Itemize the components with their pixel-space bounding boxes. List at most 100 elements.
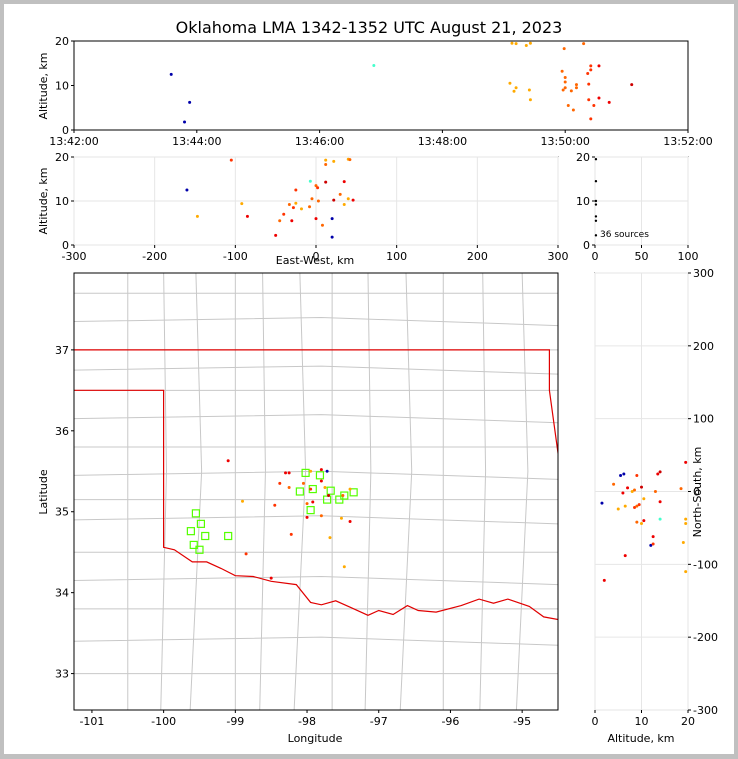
lightning-source-point [332, 159, 336, 163]
lma-station-marker [196, 519, 206, 528]
x-tick-label: -97 [370, 715, 388, 728]
county-line [479, 273, 487, 710]
lightning-source-point [569, 89, 573, 93]
lightning-source-point [616, 507, 620, 511]
lightning-source-point [324, 158, 328, 162]
x-tick-label: 0 [592, 715, 599, 728]
plan-view-xlabel: Longitude [288, 732, 343, 745]
y-tick-label: 20 [55, 35, 69, 48]
lightning-source-point [287, 203, 291, 207]
histogram-point [594, 219, 598, 222]
plan-view-ticks: -101 -100 -99 -98 -97 -96 -95 33 34 35 36 37 [55, 344, 531, 728]
county-line [74, 317, 558, 327]
x-tick-label: 300 [548, 250, 569, 263]
lightning-source-point [319, 468, 323, 472]
y-tick-label: 20 [576, 151, 590, 164]
lma-stations [186, 468, 358, 554]
lma-station-marker [295, 487, 304, 496]
county-line [74, 515, 558, 525]
lightning-source-point [342, 180, 346, 184]
lightning-source-point [642, 497, 646, 501]
x-tick-label: 13:48:00 [418, 135, 467, 148]
lightning-source-point [571, 108, 575, 112]
lma-station-marker [191, 509, 200, 518]
histogram-point [594, 203, 598, 206]
lightning-source-point [563, 86, 567, 90]
histogram-points [594, 158, 598, 237]
y-tick-label: -200 [693, 631, 718, 644]
x-tick-label: 13:52:00 [663, 135, 712, 148]
lightning-source-point [305, 502, 309, 506]
lightning-source-point [607, 100, 611, 104]
lightning-source-point [245, 214, 249, 218]
lightning-source-point [290, 219, 294, 223]
lightning-source-point [195, 214, 199, 218]
y-tick-label: 10 [55, 195, 69, 208]
lightning-source-point [348, 487, 352, 491]
lightning-source-point [653, 490, 657, 493]
lightning-source-point [294, 201, 298, 205]
lightning-source-point [640, 522, 643, 526]
lightning-source-point [587, 98, 591, 102]
y-tick-label: -100 [693, 558, 718, 571]
lightning-source-point [656, 472, 660, 476]
lightning-source-point [348, 158, 352, 162]
lightning-source-point [560, 69, 564, 73]
lightning-source-point [348, 519, 352, 523]
lightning-source-point [169, 72, 173, 76]
y-tick-label: -300 [693, 704, 718, 717]
time-altitude-panel: 13:42:00 13:44:00 13:46:00 13:48:00 13:50:00… [37, 35, 713, 148]
lightning-source-point [574, 83, 578, 87]
lightning-source-point [587, 82, 591, 86]
lightning-source-point [597, 64, 601, 68]
lightning-source-point [332, 198, 336, 202]
lightning-source-point [649, 543, 653, 547]
x-tick-label: 0 [313, 250, 320, 263]
y-tick-label: 10 [576, 195, 590, 208]
lightning-source-point [273, 503, 277, 507]
x-tick-label: -200 [142, 250, 167, 263]
lightning-source-point [623, 504, 627, 508]
lma-station-marker [315, 471, 325, 480]
altitude-ns-xlabel: Altitude, km [607, 732, 674, 745]
lightning-source-point [294, 188, 298, 192]
lightning-source-point [630, 83, 634, 87]
x-tick-label: 200 [467, 250, 488, 263]
lightning-source-point [597, 96, 601, 100]
altitude-ns-points [600, 460, 688, 582]
lightning-source-point [658, 500, 662, 504]
altitude-ns-panel: 0 10 20-300 -200 -100 0 100 200 300 North-South,… [592, 267, 718, 745]
lightning-source-point [642, 519, 646, 523]
lightning-source-point [514, 42, 518, 46]
lightning-source-point [684, 517, 688, 521]
lightning-source-point [339, 516, 343, 520]
lightning-source-point [269, 576, 273, 580]
lma-station-marker [301, 468, 310, 477]
lightning-source-point [528, 41, 532, 45]
lightning-source-point [311, 500, 315, 504]
histogram-point [594, 158, 598, 161]
histogram-grid [594, 156, 689, 246]
lightning-source-point [342, 565, 346, 569]
lightning-source-point [679, 487, 683, 491]
y-tick-label: 35 [55, 506, 69, 519]
lma-station-marker [349, 488, 358, 497]
lma-station-marker [189, 540, 198, 550]
lightning-source-point [562, 47, 566, 51]
plan-view-frame [73, 272, 559, 711]
lightning-source-point [563, 80, 567, 84]
lightning-source-point [338, 192, 342, 196]
lightning-source-point [351, 198, 355, 202]
lightning-source-point [512, 89, 516, 93]
lightning-source-point [183, 120, 187, 124]
lightning-source-point [314, 184, 318, 188]
x-tick-label: -300 [62, 250, 87, 263]
lightning-source-point [566, 104, 570, 108]
lightning-source-point [622, 472, 626, 476]
lightning-source-point [308, 205, 312, 209]
county-line [160, 273, 167, 710]
x-tick-label: 0 [592, 250, 599, 263]
lightning-source-point [309, 469, 313, 473]
chart-title: Oklahoma LMA 1342-1352 UTC August 21, 20… [176, 18, 563, 37]
x-tick-label: 50 [635, 250, 649, 263]
